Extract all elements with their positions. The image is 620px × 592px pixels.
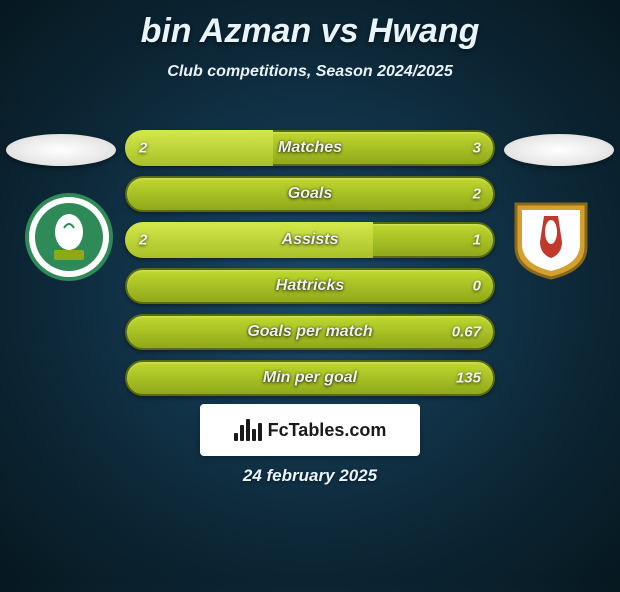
comparison-title: bin Azman vs Hwang [0, 12, 620, 51]
stat-label: Matches [278, 139, 342, 157]
brand-text: FcTables.com [268, 420, 387, 441]
brand-bars-icon [234, 419, 262, 441]
stat-value-right: 135 [456, 370, 481, 387]
stat-value-right: 0.67 [452, 324, 481, 341]
stat-label: Assists [282, 231, 339, 249]
comparison-subtitle: Club competitions, Season 2024/2025 [0, 63, 620, 81]
stat-row: Goals 2 [125, 176, 495, 212]
stat-row: 2 Matches 3 [125, 130, 495, 166]
stat-row: Min per goal 135 [125, 360, 495, 396]
stat-row: Goals per match 0.67 [125, 314, 495, 350]
stat-value-right: 1 [473, 232, 481, 249]
stat-label: Goals [288, 185, 332, 203]
stat-label: Hattricks [276, 277, 344, 295]
stat-value-right: 2 [473, 186, 481, 203]
stat-row: 2 Assists 1 [125, 222, 495, 258]
stat-value-left: 2 [139, 140, 147, 157]
stat-value-left: 2 [139, 232, 147, 249]
stat-value-right: 3 [473, 140, 481, 157]
stat-row: Hattricks 0 [125, 268, 495, 304]
stat-value-right: 0 [473, 278, 481, 295]
stat-label: Min per goal [263, 369, 357, 387]
stats-container: 2 Matches 3 Goals 2 2 Assists 1 Hattrick… [0, 130, 620, 406]
brand-badge: FcTables.com [200, 404, 420, 456]
stat-label: Goals per match [247, 323, 372, 341]
comparison-date: 24 february 2025 [0, 466, 620, 486]
